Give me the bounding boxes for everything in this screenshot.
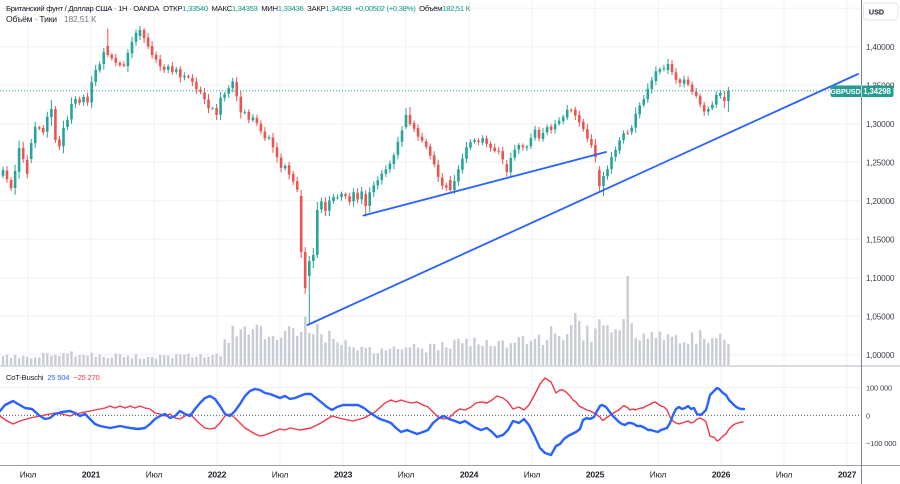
svg-text:1,20000: 1,20000 (866, 197, 895, 206)
svg-text:Июл: Июл (650, 470, 667, 480)
svg-text:1,00000: 1,00000 (866, 351, 895, 360)
svg-text:1,25000: 1,25000 (866, 158, 895, 167)
svg-text:2022: 2022 (208, 470, 227, 480)
svg-text:2025: 2025 (586, 470, 605, 480)
svg-text:Июл: Июл (20, 470, 37, 480)
svg-text:2021: 2021 (82, 470, 101, 480)
svg-text:Июл: Июл (524, 470, 541, 480)
svg-text:1,10000: 1,10000 (866, 274, 895, 283)
svg-text:1,05000: 1,05000 (866, 312, 895, 321)
svg-text:1,34298: 1,34298 (863, 87, 891, 96)
svg-text:1,15000: 1,15000 (866, 235, 895, 244)
svg-text:−100 000: −100 000 (866, 439, 896, 448)
svg-text:100 000: 100 000 (866, 384, 892, 393)
svg-text:1,40000: 1,40000 (866, 43, 895, 52)
svg-text:1,30000: 1,30000 (866, 120, 895, 129)
svg-text:0: 0 (866, 411, 870, 420)
svg-text:USD: USD (869, 7, 884, 16)
svg-text:GBPUSD: GBPUSD (830, 87, 860, 96)
svg-text:Июл: Июл (398, 470, 415, 480)
svg-text:Июл: Июл (272, 470, 289, 480)
svg-text:2027: 2027 (838, 470, 857, 480)
svg-text:2023: 2023 (334, 470, 353, 480)
svg-text:Июл: Июл (776, 470, 793, 480)
svg-text:2026: 2026 (712, 470, 731, 480)
svg-text:2024: 2024 (460, 470, 479, 480)
svg-text:Июл: Июл (146, 470, 163, 480)
